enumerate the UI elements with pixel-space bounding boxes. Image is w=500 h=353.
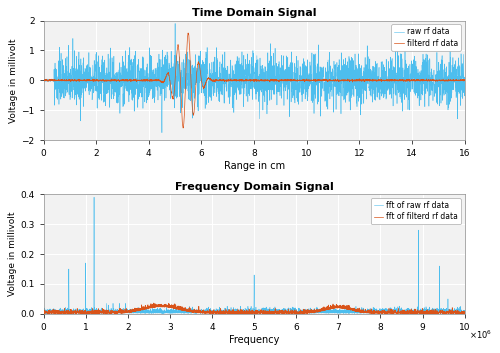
fft of raw rf data (202, 308, 207, 312)
fft of raw rf data (40, 310, 46, 314)
fft of raw rf data (355, 308, 361, 312)
filterd rf data (408, 78, 414, 82)
fft of raw rf data (117, 308, 123, 312)
fft of raw rf data (387, 309, 393, 313)
fft of raw rf data (294, 309, 300, 313)
fft of filterd rf data (117, 309, 123, 313)
Y-axis label: Voltage in millivolt: Voltage in millivolt (8, 212, 18, 296)
raw rf data (462, 80, 468, 84)
filterd rf data (40, 79, 46, 83)
fft of filterd rf data (355, 310, 361, 314)
fft of raw rf data (91, 195, 97, 199)
filterd rf data (114, 78, 119, 83)
X-axis label: Frequency: Frequency (229, 335, 280, 345)
raw rf data (159, 131, 165, 135)
filterd rf data (454, 78, 460, 83)
raw rf data (454, 71, 460, 75)
Title: Frequency Domain Signal: Frequency Domain Signal (174, 182, 334, 192)
filterd rf data (88, 78, 94, 83)
raw rf data (114, 101, 119, 105)
filterd rf data (462, 78, 468, 82)
filterd rf data (185, 31, 191, 35)
Legend: raw rf data, filterd rf data: raw rf data, filterd rf data (392, 24, 461, 51)
fft of filterd rf data (294, 311, 300, 315)
fft of filterd rf data (387, 311, 393, 315)
Y-axis label: Voltage in millivolt: Voltage in millivolt (10, 38, 18, 122)
Line: raw rf data: raw rf data (44, 24, 465, 133)
raw rf data (220, 69, 226, 73)
filterd rf data (202, 82, 208, 86)
fft of filterd rf data (314, 310, 320, 314)
filterd rf data (220, 77, 226, 82)
Legend: fft of raw rf data, fft of filterd rf data: fft of raw rf data, fft of filterd rf da… (370, 198, 461, 225)
Line: fft of filterd rf data: fft of filterd rf data (44, 303, 465, 313)
fft of filterd rf data (150, 301, 156, 305)
fft of raw rf data (168, 311, 174, 315)
fft of filterd rf data (462, 311, 468, 316)
fft of filterd rf data (270, 311, 276, 316)
filterd rf data (180, 126, 186, 130)
Line: filterd rf data: filterd rf data (44, 33, 465, 128)
fft of filterd rf data (40, 311, 46, 315)
Text: $\times10^6$: $\times10^6$ (469, 328, 492, 341)
raw rf data (172, 22, 178, 26)
Line: fft of raw rf data: fft of raw rf data (44, 197, 465, 313)
X-axis label: Range in cm: Range in cm (224, 161, 284, 171)
raw rf data (408, 59, 414, 63)
raw rf data (88, 76, 94, 80)
raw rf data (40, 78, 46, 82)
Title: Time Domain Signal: Time Domain Signal (192, 8, 316, 18)
fft of raw rf data (462, 311, 468, 315)
fft of filterd rf data (202, 311, 207, 315)
fft of raw rf data (314, 309, 320, 313)
raw rf data (202, 86, 208, 91)
